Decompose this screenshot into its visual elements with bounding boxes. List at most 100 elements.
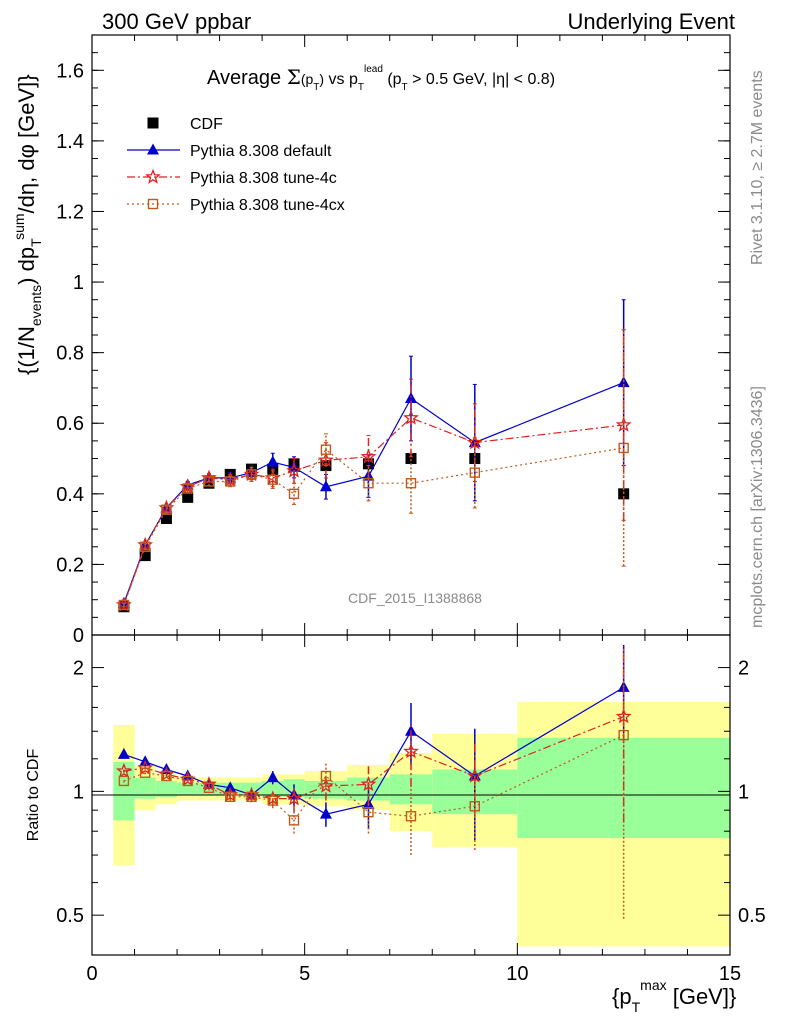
ratio-point-tune4c [116, 762, 132, 778]
point-tune4cx [118, 599, 130, 611]
point-tune4cx [618, 442, 629, 454]
point-cdf [405, 453, 417, 465]
point-default [266, 455, 279, 467]
point-tune4cx [225, 476, 236, 487]
series-tune4cx [118, 329, 629, 611]
ratio-point-tune4cx [320, 770, 332, 782]
ratio-point-tune4cx [161, 770, 172, 782]
ratio-point-tune4cx [203, 782, 215, 794]
main-panel: 0 0.2 0.4 0.6 0.8 1 1.2 1.4 1.6 [56, 34, 731, 647]
legend-item-tune4c: Pythia 8.308 tune-4c [127, 168, 337, 187]
ratio-point-tune4c [201, 776, 217, 792]
ratio-panel: 0.5 0.5 1 1 2 2 0 5 10 15 [56, 634, 766, 985]
series-tune4c [116, 329, 632, 612]
point-tune4cx [203, 476, 215, 487]
y-tick-label: 1 [73, 272, 84, 294]
ratio-point-tune4c [466, 767, 483, 783]
point-tune4cx [405, 478, 417, 489]
point-tune4cx [182, 483, 193, 494]
band-inner [134, 777, 156, 799]
band-inner [177, 782, 199, 795]
series-default [117, 299, 630, 608]
point-tune4c [615, 416, 632, 432]
point-tune4c [286, 462, 302, 478]
y-tick-label: 0.4 [56, 484, 84, 506]
ratio-y-tick-label-right: 2 [738, 658, 749, 680]
series-line-tune4c [123, 417, 624, 606]
analysis-id: CDF_2015_I1388868 [348, 590, 482, 606]
point-tune4c [360, 448, 377, 464]
point-tune4c [318, 451, 334, 468]
ratio-point-tune4cx [246, 791, 257, 802]
ratio-point-tune4c [360, 776, 377, 792]
main-title: Average Σ(pT) vs pTlead (pT > 0.5 GeV, |… [207, 64, 555, 93]
legend-label-default: Pythia 8.308 default [190, 143, 332, 160]
ratio-frame [91, 634, 731, 956]
point-tune4cx [320, 444, 332, 455]
ratio-point-tune4cx [225, 791, 236, 802]
point-tune4cx [246, 469, 257, 480]
ratio-y-tick-label-right: 1 [738, 781, 749, 803]
ratio-point-tune4cx [182, 775, 193, 787]
legend-marker-tune4c [145, 168, 161, 184]
ratio-point-tune4c [137, 759, 154, 775]
series-cdf [118, 453, 630, 613]
legend-marker-default [147, 143, 159, 155]
x-tick-label: 15 [719, 963, 741, 985]
point-tune4cx [161, 504, 172, 515]
ratio-point-tune4c [286, 790, 302, 806]
legend-marker-cdf [147, 117, 159, 129]
series-line-default [123, 382, 624, 604]
main-ylabel: {(1/Nevents) dpTsum/dη, dφ [GeV]} [11, 74, 44, 375]
ratio-point-tune4c [615, 708, 632, 724]
legend: CDF Pythia 8.308 default Pythia 8.308 tune… [127, 116, 345, 214]
ratio-point-default [266, 771, 279, 783]
point-default [319, 480, 332, 492]
y-tick-label: 1.4 [56, 131, 84, 153]
legend-item-tune4cx: Pythia 8.308 tune-4cx [127, 197, 345, 214]
ratio-point-tune4cx [139, 767, 151, 778]
ratio-point-tune4cx [288, 815, 300, 826]
point-tune4c [403, 409, 419, 425]
header-right: Underlying Event [567, 9, 735, 34]
point-cdf [160, 513, 172, 525]
mcplots-label: mcplots.cern.ch [arXiv:1306.3436] [749, 386, 766, 628]
ratio-point-default [319, 807, 332, 819]
ratio-point-tune4cx [267, 795, 278, 806]
legend-label-cdf: CDF [190, 116, 223, 133]
ratio-point-tune4cx [405, 811, 417, 822]
ratio-point-tune4cx [469, 801, 480, 812]
legend-item-cdf: CDF [147, 116, 223, 133]
ratio-ylabel: Ratio to CDF [25, 749, 42, 842]
point-cdf [203, 477, 215, 489]
band-inner [155, 780, 178, 797]
legend-marker-tune4cx [147, 198, 159, 210]
y-tick-label: 1.2 [56, 201, 84, 223]
y-tick-label: 0.2 [56, 554, 84, 576]
main-frame [91, 34, 731, 636]
ratio-point-default [117, 747, 130, 759]
ratio-point-tune4cx [618, 729, 629, 741]
ratio-y-tick-label-right: 0.5 [738, 905, 766, 927]
point-tune4cx [363, 478, 374, 489]
rivet-label: Rivet 3.1.10, ≥ 2.7M events [749, 70, 766, 265]
band-inner [262, 780, 284, 797]
x-tick-label: 0 [86, 963, 97, 985]
point-tune4cx [469, 467, 480, 478]
y-tick-label: 0 [73, 625, 84, 647]
band-inner [113, 761, 135, 821]
y-tick-label: 0.6 [56, 413, 84, 435]
ratio-point-tune4cx [363, 806, 374, 818]
point-cdf [139, 550, 151, 562]
legend-label-tune4c: Pythia 8.308 tune-4c [190, 170, 337, 187]
point-tune4cx [267, 474, 278, 485]
ratio-y-tick-label: 0.5 [56, 905, 84, 927]
legend-item-default: Pythia 8.308 default [127, 143, 332, 160]
y-tick-label: 1.6 [56, 60, 84, 82]
header-left: 300 GeV ppbar [102, 9, 251, 34]
point-tune4cx [288, 488, 300, 500]
ratio-y-tick-label: 2 [73, 658, 84, 680]
ratio-point-tune4c [403, 743, 419, 759]
series-line-tune4cx [123, 447, 624, 606]
